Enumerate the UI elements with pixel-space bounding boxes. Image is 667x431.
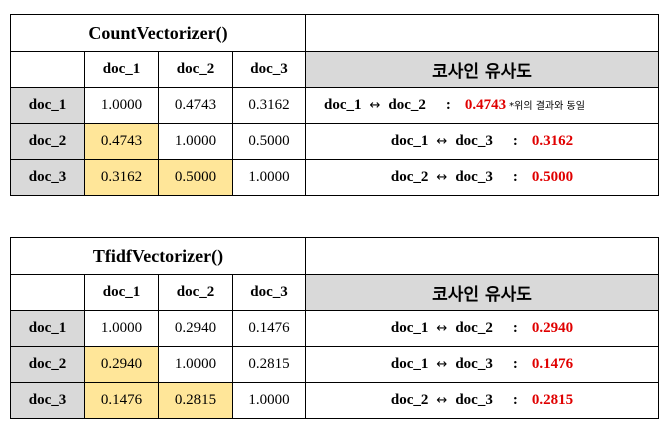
- cosine-similarity-header: 코사인 유사도: [305, 274, 659, 311]
- column-header: doc_2: [158, 51, 233, 88]
- similarity-value: 0.1476: [531, 356, 574, 372]
- matrix-cell-highlighted: 0.3162: [84, 159, 159, 196]
- colon: :: [445, 97, 451, 113]
- colon: :: [512, 320, 518, 336]
- matrix-cell-highlighted: 0.2940: [84, 346, 159, 383]
- column-header: doc_2: [158, 274, 233, 311]
- tfidf-similarity-table: TfidfVectorizer() doc_1 doc_2 doc_3 코사인 …: [10, 237, 659, 419]
- column-header: doc_3: [232, 51, 306, 88]
- column-header: doc_3: [232, 274, 306, 311]
- bidirectional-arrow-icon: ↔: [436, 321, 448, 336]
- matrix-cell: 1.0000: [232, 159, 306, 196]
- colon: :: [512, 392, 518, 408]
- similarity-result: doc_2 ↔ doc_3:0.5000: [305, 159, 659, 196]
- tfidf-vectorizer-block: TfidfVectorizer() doc_1 doc_2 doc_3 코사인 …: [10, 237, 659, 419]
- row-header: doc_2: [10, 346, 85, 383]
- row-header: doc_1: [10, 310, 85, 347]
- bidirectional-arrow-icon: ↔: [369, 98, 381, 113]
- blank-cell: [305, 14, 659, 52]
- matrix-cell: 0.4743: [158, 87, 233, 124]
- similarity-value: 0.5000: [531, 169, 574, 185]
- similarity-value: 0.2940: [531, 320, 574, 336]
- table-row: doc_1 1.0000 0.2940 0.1476 doc_1 ↔ doc_2:0…: [10, 310, 659, 347]
- matrix-cell: 0.2815: [232, 346, 306, 383]
- doc-b: doc_2: [388, 97, 426, 113]
- row-header: doc_3: [10, 159, 85, 196]
- doc-a: doc_2: [390, 169, 429, 185]
- doc-a: doc_1: [390, 356, 429, 372]
- similarity-value: 0.3162: [531, 133, 574, 149]
- doc-a: doc_1: [390, 320, 429, 336]
- doc-a: doc_2: [390, 392, 429, 408]
- matrix-cell: 1.0000: [84, 87, 159, 124]
- count-similarity-table: CountVectorizer() doc_1 doc_2 doc_3 코사인 …: [10, 14, 659, 196]
- column-header: doc_1: [84, 274, 159, 311]
- table-row: doc_2 0.2940 1.0000 0.2815 doc_1 ↔ doc_3:0…: [10, 346, 659, 383]
- matrix-cell: 1.0000: [84, 310, 159, 347]
- similarity-result: doc_1 ↔ doc_2:0.2940: [305, 310, 659, 347]
- blank-cell: [305, 237, 659, 275]
- row-header: doc_3: [10, 382, 85, 419]
- doc-b: doc_3: [455, 356, 493, 372]
- doc-b: doc_3: [455, 392, 493, 408]
- matrix-cell-highlighted: 0.5000: [158, 159, 233, 196]
- similarity-result: doc_2 ↔ doc_3:0.2815: [305, 382, 659, 419]
- doc-b: doc_3: [455, 133, 493, 149]
- similarity-value: 0.4743: [464, 97, 507, 113]
- colon: :: [512, 356, 518, 372]
- similarity-result: doc_1 ↔ doc_3:0.1476: [305, 346, 659, 383]
- matrix-cell: 0.2940: [158, 310, 233, 347]
- row-header: doc_1: [10, 87, 85, 124]
- matrix-cell: 0.1476: [232, 310, 306, 347]
- matrix-cell: 1.0000: [158, 346, 233, 383]
- corner-cell: [10, 274, 85, 311]
- corner-cell: [10, 51, 85, 88]
- matrix-cell: 1.0000: [158, 123, 233, 160]
- similarity-result: doc_1 ↔ doc_3:0.3162: [305, 123, 659, 160]
- doc-b: doc_3: [455, 169, 493, 185]
- table-title: TfidfVectorizer(): [10, 237, 306, 275]
- table-row: doc_1 1.0000 0.4743 0.3162 doc_1 ↔ doc_2:0…: [10, 87, 659, 124]
- bidirectional-arrow-icon: ↔: [436, 170, 448, 185]
- table-row: doc_3 0.3162 0.5000 1.0000 doc_2 ↔ doc_3:0…: [10, 159, 659, 196]
- similarity-result: doc_1 ↔ doc_2:0.4743 *위의 결과와 동일: [305, 87, 659, 124]
- matrix-cell: 0.3162: [232, 87, 306, 124]
- doc-a: doc_1: [390, 133, 429, 149]
- column-header: doc_1: [84, 51, 159, 88]
- colon: :: [512, 169, 518, 185]
- doc-b: doc_2: [455, 320, 493, 336]
- matrix-cell: 1.0000: [232, 382, 306, 419]
- count-vectorizer-block: CountVectorizer() doc_1 doc_2 doc_3 코사인 …: [10, 14, 659, 196]
- cosine-similarity-header: 코사인 유사도: [305, 51, 659, 88]
- similarity-value: 0.2815: [531, 392, 574, 408]
- matrix-cell-highlighted: 0.1476: [84, 382, 159, 419]
- bidirectional-arrow-icon: ↔: [436, 393, 448, 408]
- doc-a: doc_1: [324, 97, 362, 113]
- table-row: doc_3 0.1476 0.2815 1.0000 doc_2 ↔ doc_3:0…: [10, 382, 659, 419]
- bidirectional-arrow-icon: ↔: [436, 357, 448, 372]
- similarity-note: *위의 결과와 동일: [509, 101, 585, 112]
- matrix-cell-highlighted: 0.4743: [84, 123, 159, 160]
- colon: :: [512, 133, 518, 149]
- table-title: CountVectorizer(): [10, 14, 306, 52]
- table-row: doc_2 0.4743 1.0000 0.5000 doc_1 ↔ doc_3:0…: [10, 123, 659, 160]
- matrix-cell-highlighted: 0.2815: [158, 382, 233, 419]
- matrix-cell: 0.5000: [232, 123, 306, 160]
- bidirectional-arrow-icon: ↔: [436, 134, 448, 149]
- row-header: doc_2: [10, 123, 85, 160]
